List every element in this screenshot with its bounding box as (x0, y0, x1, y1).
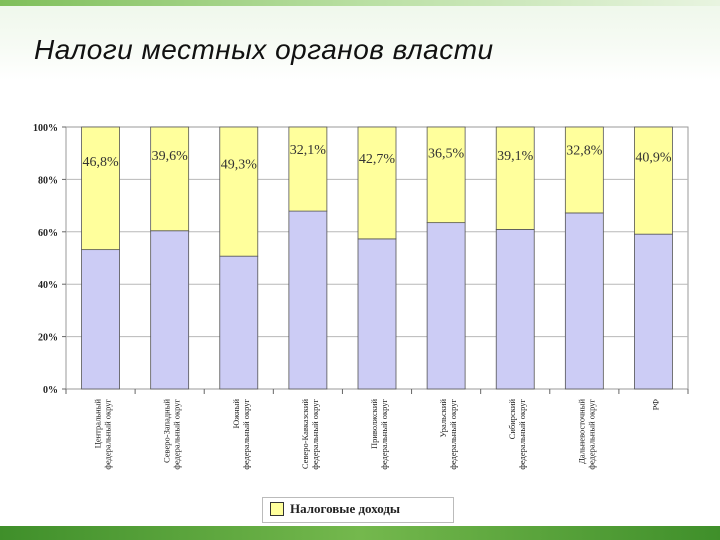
legend-label: Налоговые доходы (290, 501, 401, 516)
bar-segment-tax (426, 126, 466, 224)
x-tick-label: Центральный (93, 399, 103, 449)
x-tick-label: Южный (231, 399, 241, 429)
bar-segment-other (634, 233, 673, 390)
bar-segment-other (81, 249, 120, 390)
x-tick-label-group: Южный федеральный округ (231, 398, 251, 469)
bar-segment-tax (357, 126, 397, 240)
bar-segment-other (150, 230, 190, 390)
x-tick-label-group: Сибирский федеральный округ (507, 398, 527, 469)
bar-segment-other (288, 210, 328, 390)
data-label: 42,7% (359, 152, 396, 167)
data-label: 36,5% (428, 147, 465, 162)
x-tick-label: федеральный округ (379, 398, 389, 469)
bar-segment-tax (634, 126, 673, 235)
y-tick-label: 60% (38, 228, 58, 239)
footer-bar (0, 526, 720, 540)
x-tick-label-group: Приволжский федеральный округ (369, 398, 389, 469)
bar-segment-tax (219, 126, 259, 257)
x-tick-label: Северо-Кавказский (300, 399, 310, 470)
legend-box (262, 497, 454, 523)
x-tick-label: Дальневосточный (576, 399, 586, 464)
slide-header: Налоги местных органов власти (0, 0, 720, 80)
data-label: 39,1% (497, 149, 534, 164)
data-label: 40,9% (635, 150, 672, 165)
bar-segment-other (357, 238, 397, 390)
data-label: 32,1% (290, 143, 327, 158)
x-tick-label: федеральный округ (448, 398, 458, 469)
legend: Налоговые доходы (270, 500, 400, 518)
bar-segment-other (495, 229, 535, 390)
x-tick-label-group: РФ (650, 399, 660, 411)
x-tick-label: федеральный округ (172, 398, 182, 469)
x-tick-label: федеральный округ (310, 398, 320, 469)
slide-title: Налоги местных органов власти (34, 34, 494, 65)
y-tick-label: 80% (38, 175, 58, 186)
header-stripe (0, 0, 720, 6)
x-tick-label: Приволжский (369, 399, 379, 449)
y-tick-label: 20% (38, 333, 58, 344)
bar-segment-other (426, 222, 466, 390)
legend-swatch (270, 502, 284, 516)
y-tick-label: 0% (43, 385, 58, 396)
data-label: 39,6% (152, 149, 189, 164)
bar-segment-tax (150, 126, 190, 232)
data-label: 46,8% (82, 155, 119, 170)
bar-segment-other (564, 212, 604, 390)
x-tick-label: федеральный округ (586, 398, 596, 469)
x-tick-label-group: Северо-Кавказский федеральный округ (300, 398, 320, 469)
data-label: 32,8% (566, 143, 603, 158)
x-tick-label: федеральный округ (241, 398, 251, 469)
stacked-bar-chart: 0%20%40%60%80%100%46,8%Центральный федера… (33, 123, 689, 470)
bar-segment-tax (564, 126, 604, 214)
x-tick-label-group: Дальневосточный федеральный округ (576, 398, 596, 469)
x-tick-label: РФ (650, 399, 660, 411)
x-tick-label: Уральский (438, 399, 448, 438)
x-tick-label: Сибирский (507, 399, 517, 440)
y-tick-label: 100% (33, 123, 58, 134)
x-tick-label: Северо-Западный (162, 399, 172, 463)
bar-segment-other (219, 255, 259, 390)
x-tick-label-group: Северо-Западный федеральный округ (162, 398, 182, 469)
x-tick-label-group: Центральный федеральный округ (93, 398, 113, 469)
bar-segment-tax (495, 126, 535, 230)
x-tick-label: федеральный округ (517, 398, 527, 469)
data-label: 49,3% (221, 157, 258, 172)
bar-segment-tax (81, 126, 120, 251)
y-tick-label: 40% (38, 280, 58, 291)
x-tick-label: федеральный округ (103, 398, 113, 469)
x-tick-label-group: Уральский федеральный округ (438, 398, 458, 469)
bar-segment-tax (288, 126, 328, 212)
